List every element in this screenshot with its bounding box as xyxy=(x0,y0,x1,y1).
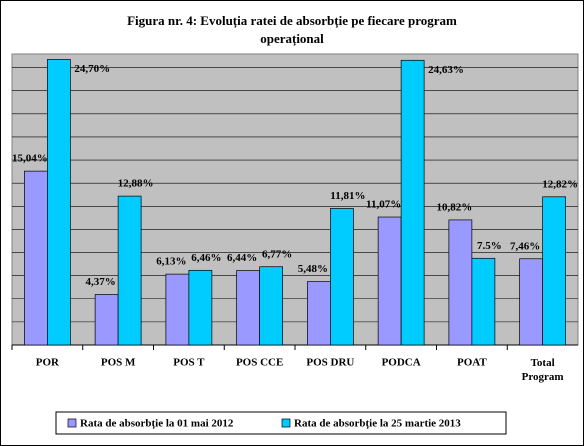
bar xyxy=(542,196,566,346)
bar xyxy=(24,170,48,346)
bar xyxy=(117,195,142,346)
x-tick-label: POAT xyxy=(457,357,487,369)
data-label: 4,37% xyxy=(86,276,116,288)
x-tick-label: POS M xyxy=(101,357,136,369)
data-label: 24,70% xyxy=(74,63,110,75)
data-label: 6,44% xyxy=(227,252,257,264)
bar xyxy=(377,216,402,346)
data-label: 11,81% xyxy=(330,190,365,202)
legend xyxy=(55,411,507,435)
bar xyxy=(259,266,283,346)
bar xyxy=(165,273,190,346)
legend-label: Rata de absorbție la 25 martie 2013 xyxy=(294,418,461,430)
bar xyxy=(307,281,331,346)
bar xyxy=(400,59,425,346)
x-tick-label: POR xyxy=(36,357,60,369)
x-tick-label: POS CCE xyxy=(236,357,283,369)
legend-swatch xyxy=(67,418,77,428)
x-tick-label: POS DRU xyxy=(306,357,354,369)
data-label: 6,77% xyxy=(262,248,292,260)
chart-title: Figura nr. 4: Evoluția ratei de absorbți… xyxy=(127,13,457,29)
bar xyxy=(471,257,496,346)
x-tick-label: POS T xyxy=(173,357,205,369)
bar xyxy=(330,208,354,346)
data-label: 7,46% xyxy=(510,240,540,252)
bar xyxy=(448,219,473,346)
data-label: 15,04% xyxy=(12,153,48,165)
bar xyxy=(47,59,71,346)
data-label: 6,13% xyxy=(156,256,186,268)
bar xyxy=(236,270,260,346)
data-label: 6,46% xyxy=(191,252,221,264)
data-label: 12,82% xyxy=(542,178,578,190)
x-tick-label: Total Program xyxy=(522,357,564,383)
legend-swatch xyxy=(281,418,291,428)
legend-label: Rata de absorbție la 01 mai 2012 xyxy=(80,418,234,430)
data-label: 11,07% xyxy=(366,199,401,211)
data-label: 7.5% xyxy=(477,240,502,252)
data-label: 12,88% xyxy=(118,178,154,190)
chart-title-line2: operațional xyxy=(260,31,324,47)
x-tick-label: PODCA xyxy=(382,357,421,369)
data-label: 5,48% xyxy=(298,263,328,275)
bar xyxy=(519,258,543,346)
bar xyxy=(94,294,119,346)
data-label: 10,82% xyxy=(437,201,473,213)
bar xyxy=(188,269,213,346)
data-label: 24,63% xyxy=(428,64,464,76)
